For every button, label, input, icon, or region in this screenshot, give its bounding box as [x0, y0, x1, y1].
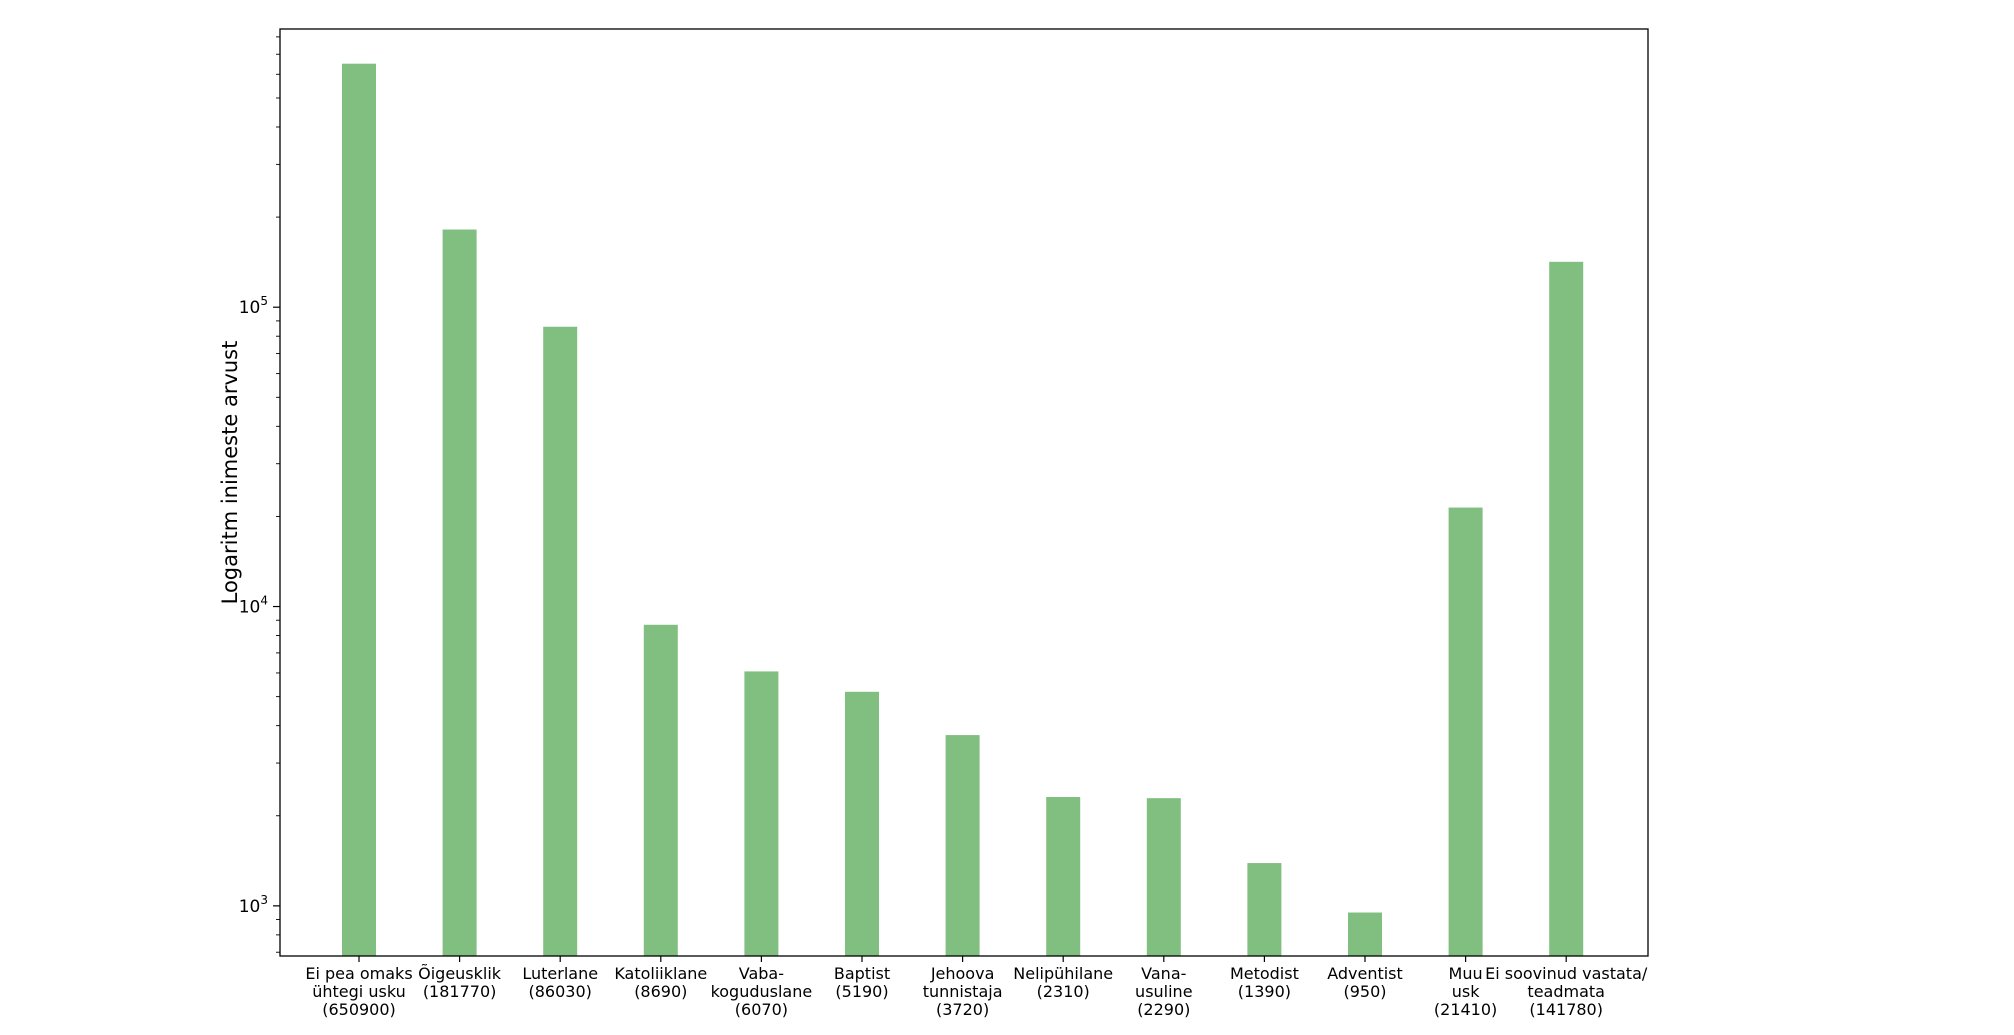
bar-11: [1348, 912, 1382, 956]
bar-6: [845, 691, 879, 956]
x-axis-category-labels: Ei pea omaks ühtegi usku (650900)Õigeuskli…: [305, 956, 1648, 1019]
y-tick-label-3: 105: [239, 294, 268, 318]
bar-9: [1146, 798, 1181, 956]
bar-2: [442, 229, 477, 956]
x-category-label-2: Õigeusklik (181770): [418, 964, 502, 1001]
bar-12: [1448, 507, 1483, 956]
x-category-label-3: Luterlane (86030): [522, 964, 598, 1001]
plot-area-frame: [279, 28, 1649, 957]
x-category-label-6: Baptist (5190): [834, 964, 890, 1001]
bar-10: [1247, 863, 1282, 956]
x-category-label-4: Katoliiklane (8690): [614, 964, 707, 1001]
bar-8: [1046, 797, 1081, 956]
x-category-label-11: Adventist (950): [1327, 964, 1403, 1001]
bar-4: [643, 624, 678, 956]
x-category-label-9: Vana-usuline (2290): [1135, 964, 1193, 1019]
y-axis-title: Logaritm inimeste arvust: [218, 341, 242, 605]
x-category-label-1: Ei pea omaks ühtegi usku (650900): [305, 964, 412, 1019]
bar-3: [543, 326, 578, 956]
bar-13: [1549, 261, 1584, 956]
x-category-label-7: Jehoova tunnistaja (3720): [923, 964, 1003, 1019]
bar-7: [945, 735, 980, 956]
bar-5: [744, 671, 779, 956]
x-category-label-5: Vaba-koguduslane (6070): [711, 964, 813, 1019]
x-category-label-13: Ei soovinud vastata/teadmata (141780): [1485, 964, 1648, 1019]
x-category-label-10: Metodist (1390): [1230, 964, 1299, 1001]
y-tick-label-2: 104: [239, 594, 268, 618]
x-category-label-8: Nelipühilane (2310): [1013, 964, 1113, 1001]
y-axis-ticks: 103 104 105: [239, 36, 280, 953]
bars: [342, 63, 1584, 956]
y-tick-label-1: 103: [239, 893, 268, 917]
bar-1: [342, 63, 376, 956]
x-category-label-12: Muu usk (21410): [1434, 964, 1497, 1019]
